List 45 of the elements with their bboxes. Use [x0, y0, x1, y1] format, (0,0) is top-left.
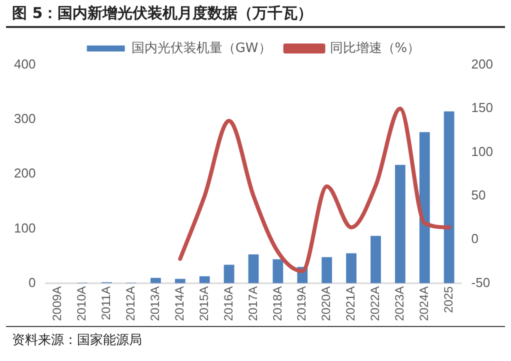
line-series — [178, 106, 452, 274]
bar — [322, 257, 332, 284]
x-tick-label: 2017A — [246, 286, 260, 322]
bar — [174, 278, 186, 284]
bar — [444, 111, 454, 284]
bar — [346, 253, 356, 284]
text: 资料来源：国家能源局 — [6, 326, 505, 353]
y2-tick-label: 50 — [471, 188, 486, 203]
x-tick-label: 2018A — [270, 286, 284, 322]
y2-tick-label: 200 — [471, 56, 494, 72]
x-tick-label: 2020A — [319, 286, 334, 322]
x-tick-label: 2015A — [196, 286, 211, 322]
bar — [248, 254, 259, 284]
legend-label: 同比增速（%） — [330, 40, 420, 56]
bar — [394, 164, 406, 284]
x-tick-label: 2022A — [368, 286, 382, 322]
x-tick-label: 2014A — [172, 286, 186, 322]
bar — [370, 236, 381, 284]
bar — [272, 259, 284, 284]
y-tick-label: 300 — [14, 111, 36, 126]
bar — [150, 278, 161, 284]
y-tick-label: 400 — [14, 56, 36, 72]
y2-tick-label: 0 — [471, 231, 479, 246]
x-tick-label: 2021A — [344, 286, 358, 322]
y2-tick-label: 100 — [471, 144, 494, 159]
y2-tick-label: -50 — [471, 274, 490, 290]
x-tick-label: 2010A — [74, 286, 89, 322]
x-tick-label: 2016A — [221, 286, 236, 322]
x-tick-label: 2009A — [50, 286, 64, 322]
x-tick-label: 2013A — [148, 286, 162, 322]
bar — [199, 276, 210, 284]
y-tick-label: 100 — [14, 220, 36, 236]
bar — [224, 264, 234, 284]
x-tick-label: 2024A — [416, 286, 431, 322]
y2-tick-label: 150 — [471, 100, 494, 116]
x-tick-label: 2023A — [392, 286, 406, 322]
x-tick-label: 2012A — [124, 286, 138, 322]
legend-label: 国内光伏装机量（GW） — [131, 40, 272, 56]
x-tick-label: 2019A — [294, 286, 309, 322]
bar — [419, 132, 430, 284]
x-tick-label: 2011A — [99, 286, 114, 320]
chart-title: 图 5：国内新增光伏装机月度数据（万千瓦） — [6, 0, 505, 28]
y-tick-label: 0 — [28, 274, 36, 290]
x-tick-label: 2025 — [441, 286, 456, 314]
y-tick-label: 200 — [14, 166, 36, 181]
